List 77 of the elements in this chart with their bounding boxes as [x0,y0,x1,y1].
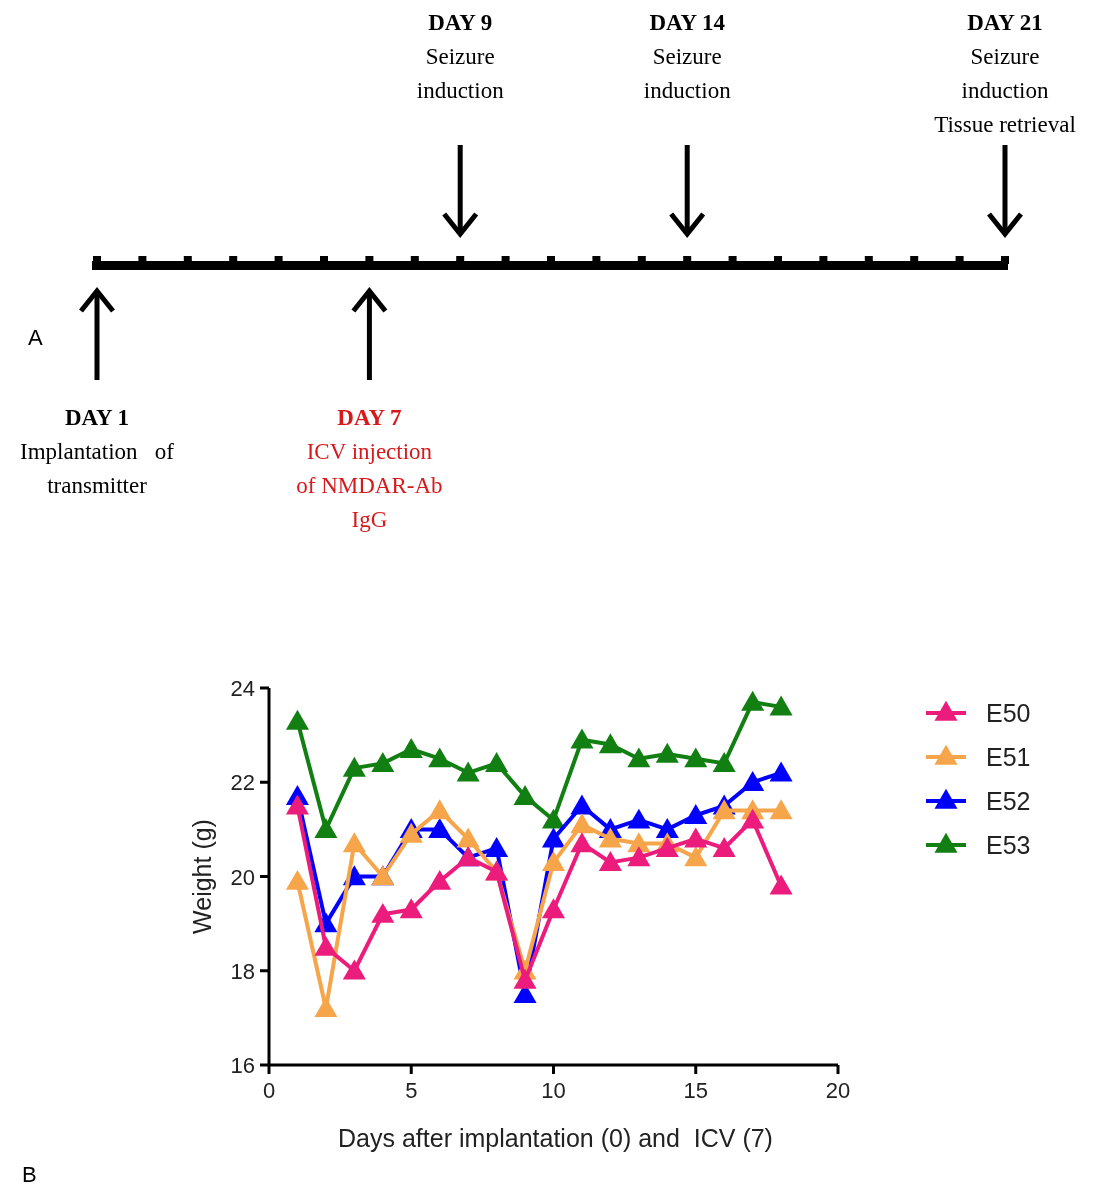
x-tick-label: 20 [825,1078,851,1103]
point [684,827,708,848]
point [684,846,708,867]
point [684,803,708,824]
point [769,761,793,782]
text: DAY 9 Seizure induction [416,10,505,103]
point [485,752,509,773]
x-tick-label: 15 [683,1078,708,1103]
point [428,747,452,768]
point [342,832,366,853]
point [712,836,736,857]
point [769,799,793,820]
text: DAY 1 Implantation of transmitter [20,405,175,498]
point [456,761,480,782]
point [485,836,509,857]
point [598,851,622,872]
point [513,785,537,806]
point [285,869,309,890]
point [598,733,622,754]
point [570,794,594,815]
point [741,770,765,791]
point [570,813,594,834]
point [428,869,452,890]
point [285,794,309,815]
point [712,799,736,820]
point [371,902,395,923]
point [769,695,793,716]
point [598,827,622,848]
text: A [28,325,43,350]
legend-label: E52 [986,787,1031,815]
point [655,742,679,763]
point [627,832,651,853]
point [456,827,480,848]
y-tick-label: 20 [230,864,255,890]
point [570,832,594,853]
point [513,968,537,989]
point [684,747,708,768]
y-tick-label: 24 [230,676,255,701]
y-tick-label: 18 [230,958,255,984]
y-tick-label: 16 [230,1053,255,1078]
point [314,997,338,1018]
y-axis-title: Weight (g) [188,819,216,934]
point [342,756,366,777]
point [541,898,566,919]
point [741,808,765,829]
point [627,808,651,829]
legend-label: E51 [986,743,1031,771]
text: DAY 21 Seizure induction Tissue retrieval [934,10,1076,137]
point [399,898,423,919]
point [285,709,309,730]
point [428,818,452,839]
point [371,752,395,773]
point [314,818,338,839]
point [342,959,366,980]
point [541,851,566,872]
y-tick-label: 22 [230,770,255,796]
point [712,752,736,773]
point [428,799,452,820]
legend-label: E50 [986,699,1031,727]
point [655,818,679,839]
x-tick-label: 0 [262,1078,276,1103]
point [314,935,338,956]
point [541,808,566,829]
point [399,737,423,758]
x-tick-label: 10 [541,1078,566,1103]
text: DAY 14 Seizure induction [643,10,732,103]
text: B [22,1162,37,1187]
point [741,690,765,711]
x-axis-title: Days after implantation (0) and ICV (7) [338,1124,773,1152]
point [627,846,651,867]
text: DAY 7 ICV injection of NMDAR-Ab IgG [296,405,443,532]
point [769,874,793,895]
point [570,728,594,749]
legend-label: E53 [986,831,1031,859]
point [627,747,651,768]
point [541,827,566,848]
x-tick-label: 5 [405,1078,418,1103]
